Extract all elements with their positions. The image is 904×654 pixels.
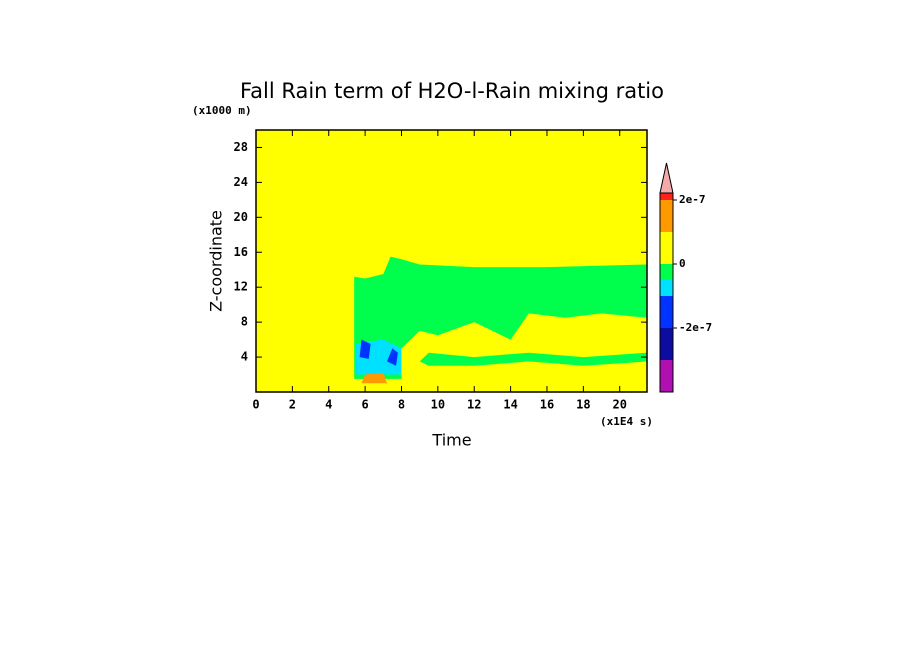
colorbar-tick-label: -2e-7 — [679, 321, 712, 334]
x-tick-label: 20 — [612, 398, 626, 412]
contour-region — [386, 348, 398, 366]
x-tick-label: 2 — [289, 398, 296, 412]
y-axis-label: Z-coordinate — [207, 210, 226, 312]
plot-frame — [255, 129, 648, 393]
contour-region — [359, 339, 371, 359]
colorbar-band — [660, 360, 673, 392]
x-tick-label: 0 — [252, 398, 259, 412]
colorbar-tick-label: 2e-7 — [679, 193, 706, 206]
y-tick-label: 24 — [234, 175, 248, 189]
colorbar-extend — [659, 162, 674, 194]
chart-title: Fall Rain term of H2O-l-Rain mixing rati… — [240, 79, 664, 103]
x-tick-label: 4 — [325, 398, 332, 412]
colorbar-band — [660, 193, 673, 200]
x-tick-label: 8 — [398, 398, 405, 412]
colorbar-band — [660, 264, 673, 280]
y-units: (x1000 m) — [192, 104, 252, 117]
x-axis-label: Time — [431, 431, 471, 450]
colorbar-band — [660, 200, 673, 232]
y-tick-label: 4 — [241, 350, 248, 364]
colorbar-frame — [659, 192, 674, 393]
y-tick-label: 28 — [234, 140, 248, 154]
x-tick-label: 14 — [503, 398, 517, 412]
contour-region — [401, 313, 647, 392]
y-tick-label: 20 — [234, 210, 248, 224]
x-units: (x1E4 s) — [600, 415, 653, 428]
x-tick-label: 10 — [431, 398, 445, 412]
contour-region — [361, 372, 387, 384]
x-tick-label: 18 — [576, 398, 590, 412]
colorbar-band — [660, 280, 673, 296]
y-tick-label: 12 — [234, 280, 248, 294]
x-tick-label: 6 — [361, 398, 368, 412]
y-tick-label: 16 — [234, 245, 248, 259]
x-tick-label: 12 — [467, 398, 481, 412]
colorbar-band — [660, 232, 673, 264]
colorbar-band — [660, 328, 673, 360]
colorbar-tick-label: 0 — [679, 257, 686, 270]
y-tick-label: 8 — [241, 315, 248, 329]
x-tick-label: 16 — [540, 398, 554, 412]
contour-region — [419, 352, 647, 366]
colorbar-band — [660, 296, 673, 328]
